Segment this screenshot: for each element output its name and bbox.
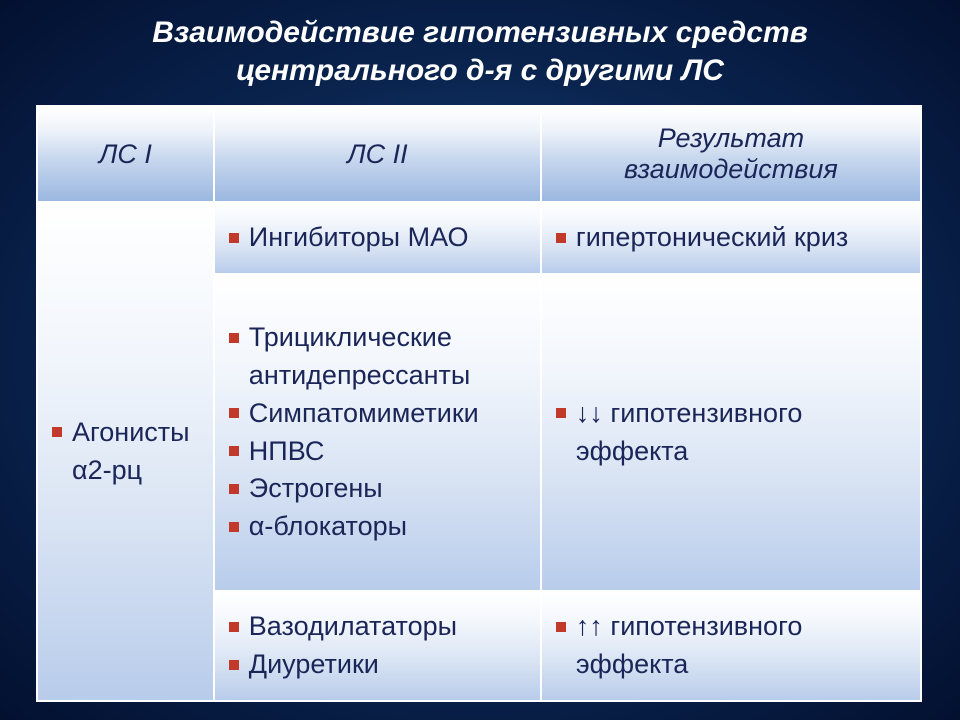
header-result: Результат взаимодействия xyxy=(541,106,921,202)
list-item: Эстрогены xyxy=(229,470,526,508)
list-item: Вазодилататоры xyxy=(229,608,526,646)
list-item: Ингибиторы МАО xyxy=(229,219,526,257)
result-cell: гипертонический криз xyxy=(541,202,921,274)
ls2-list-2: Вазодилататоры Диуретики xyxy=(229,608,526,684)
result-list-2: ↑↑ гипотензивного эффекта xyxy=(556,608,906,684)
header-row: ЛС I ЛС II Результат взаимодействия xyxy=(37,106,921,202)
result-cell: ↓↓ гипотензивного эффекта xyxy=(541,274,921,591)
list-item: ↑↑ гипотензивного эффекта xyxy=(556,608,906,684)
list-item: α-блокаторы xyxy=(229,508,526,546)
result-list-0: гипертонический криз xyxy=(556,219,906,257)
slide-title: Взаимодействие гипотензивных средств цен… xyxy=(0,0,960,105)
list-item: Симпатомиметики xyxy=(229,395,526,433)
result-list-1: ↓↓ гипотензивного эффекта xyxy=(556,395,906,471)
ls1-cell: Агонисты α2-рц xyxy=(37,202,214,701)
table-row: Агонисты α2-рц Ингибиторы МАО гипертонич… xyxy=(37,202,921,274)
ls2-cell: Ингибиторы МАО xyxy=(214,202,541,274)
list-item: Агонисты α2-рц xyxy=(52,414,199,490)
ls2-cell: Вазодилататоры Диуретики xyxy=(214,591,541,701)
result-cell: ↑↑ гипотензивного эффекта xyxy=(541,591,921,701)
list-item: Трициклические антидепрессанты xyxy=(229,319,526,395)
ls2-cell: Трициклические антидепрессанты Симпатоми… xyxy=(214,274,541,591)
title-line-1: Взаимодействие гипотензивных средств xyxy=(152,16,808,49)
ls1-list: Агонисты α2-рц xyxy=(52,414,199,490)
list-item: Диуретики xyxy=(229,646,526,684)
interaction-table: ЛС I ЛС II Результат взаимодействия Агон… xyxy=(36,105,922,702)
list-item: ↓↓ гипотензивного эффекта xyxy=(556,395,906,471)
list-item: НПВС xyxy=(229,433,526,471)
ls2-list-1: Трициклические антидепрессанты Симпатоми… xyxy=(229,319,526,546)
header-ls2: ЛС II xyxy=(214,106,541,202)
header-ls1: ЛС I xyxy=(37,106,214,202)
interaction-table-wrap: ЛС I ЛС II Результат взаимодействия Агон… xyxy=(36,105,922,702)
title-line-2: центрального д-я с другими ЛС xyxy=(236,54,724,87)
list-item: гипертонический криз xyxy=(556,219,906,257)
ls2-list-0: Ингибиторы МАО xyxy=(229,219,526,257)
